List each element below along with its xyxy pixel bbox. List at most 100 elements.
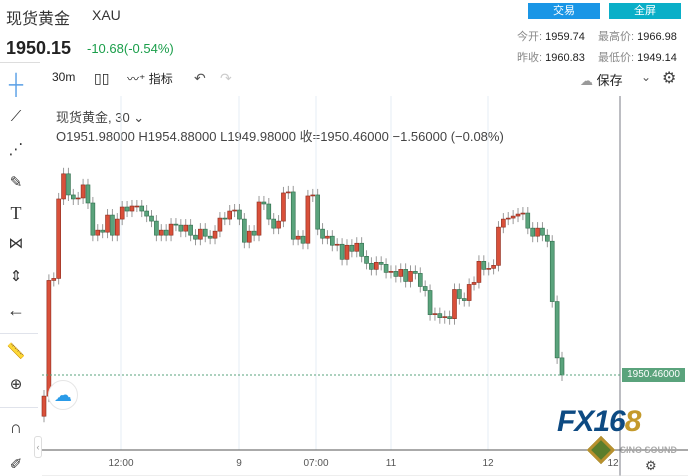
candle-body — [56, 198, 61, 279]
candle-body — [183, 224, 189, 232]
candle-body — [383, 264, 389, 273]
interval-selector[interactable]: 30m — [52, 70, 76, 84]
time-label: 12:00 — [108, 458, 134, 469]
trade-button[interactable]: 交易 — [528, 3, 600, 19]
axis-settings-icon[interactable]: ⚙ — [645, 458, 657, 473]
candle-body — [154, 220, 159, 236]
measure-icon[interactable]: ⇕ — [9, 268, 23, 285]
candle-body — [525, 212, 531, 229]
candle-body — [271, 218, 276, 229]
chart-legend-title[interactable]: 现货黄金, 30 ⌄ — [56, 110, 145, 125]
last-price: 1950.15 — [6, 38, 72, 58]
time-label: 9 — [236, 458, 242, 469]
candle-body — [427, 290, 433, 315]
candle-body — [540, 227, 545, 236]
candle-body — [393, 271, 399, 277]
candle-body — [476, 261, 482, 283]
candle-body — [501, 218, 506, 228]
candle-body — [232, 209, 237, 212]
candle-body — [256, 201, 262, 236]
candle-body — [61, 173, 66, 200]
candle-body — [158, 229, 164, 236]
candle-body — [129, 205, 135, 212]
candle-body — [134, 205, 140, 208]
brush-icon[interactable]: ✎ — [9, 174, 23, 191]
text-tool-icon[interactable]: T — [10, 203, 22, 223]
candle-body — [344, 244, 350, 260]
fib-tool-icon[interactable]: ⋰ — [8, 141, 24, 158]
pattern-icon[interactable]: ⋈ — [8, 235, 24, 252]
candle-body — [461, 298, 467, 301]
save-menu-chevron-icon[interactable]: ⌄ — [641, 70, 652, 84]
redo-icon[interactable]: ↷ — [220, 70, 232, 86]
candles-icon[interactable]: ▯▯ — [94, 70, 110, 86]
candle-body — [290, 191, 296, 240]
candle-body — [354, 242, 360, 252]
candle-body — [408, 271, 413, 282]
crosshair-icon[interactable]: ┼ — [8, 74, 24, 96]
cloud-layout-icon[interactable]: ☁ — [48, 380, 78, 410]
stat-high: 最高价: 1966.98 — [598, 31, 677, 43]
candle-body — [374, 262, 379, 270]
candle-body — [90, 202, 96, 236]
candle-body — [286, 191, 291, 194]
candle-body — [75, 197, 81, 200]
candle-body — [486, 268, 491, 270]
candle-body — [251, 230, 257, 236]
ruler-icon[interactable]: 📏 — [6, 343, 26, 360]
candle-body — [178, 224, 184, 232]
candle-body — [403, 269, 408, 282]
candle-body — [535, 227, 540, 237]
indicators-button[interactable]: 〰⁺ 指标 — [127, 72, 173, 86]
candle-body — [51, 278, 57, 281]
candle-body — [413, 271, 418, 274]
zoom-in-icon[interactable]: ⊕ — [9, 376, 23, 393]
candle-body — [246, 230, 252, 243]
lock-drawings-icon[interactable]: ✐ — [9, 456, 23, 473]
fx168-watermark-logo: FX168 — [557, 405, 641, 438]
candle-body — [437, 313, 443, 318]
candle-body — [442, 316, 448, 318]
back-arrow-icon[interactable]: ← — [7, 300, 25, 320]
candle-body — [422, 286, 428, 291]
candle-body — [320, 228, 325, 239]
candle-body — [80, 184, 86, 199]
divider — [0, 407, 38, 408]
fullscreen-button[interactable]: 全屏 — [609, 3, 681, 19]
stat-low: 最低价: 1949.14 — [598, 52, 677, 64]
candle-body — [378, 262, 384, 265]
candle-body — [188, 224, 193, 236]
candle-body — [417, 273, 423, 287]
candle-body — [261, 201, 267, 205]
candle-body — [222, 217, 228, 220]
time-label: 11 — [385, 458, 397, 469]
undo-icon[interactable]: ↶ — [194, 70, 206, 86]
candle-body — [549, 240, 555, 302]
time-label: 07:00 — [303, 458, 329, 469]
trend-line-icon[interactable]: ⟋ — [10, 108, 22, 125]
candle-body — [276, 220, 281, 229]
candle-body — [198, 228, 203, 240]
candle-body — [496, 226, 501, 266]
candle-body — [530, 227, 535, 237]
instrument-symbol: XAU — [92, 7, 121, 23]
save-button[interactable]: ☁ 保存 — [580, 73, 623, 88]
settings-gear-icon[interactable]: ⚙ — [662, 70, 677, 87]
candle-body — [452, 289, 457, 319]
candle-body — [144, 210, 149, 217]
candle-body — [466, 284, 472, 301]
last-price-tag: 1950.46000 — [622, 368, 685, 382]
candle-body — [149, 215, 154, 222]
magnet-icon[interactable]: ∩ — [9, 418, 23, 437]
candle-body — [554, 301, 560, 359]
price-change: -10.68(-0.54%) — [87, 41, 174, 56]
stat-prev-close: 昨收: 1960.83 — [517, 52, 585, 64]
candle-body — [447, 316, 452, 319]
candle-body — [339, 243, 345, 260]
candle-body — [330, 235, 335, 246]
candle-body — [398, 269, 404, 277]
candle-body — [124, 206, 130, 212]
candle-body — [266, 203, 272, 220]
collapse-toolbar-button[interactable]: ‹ — [34, 436, 42, 458]
